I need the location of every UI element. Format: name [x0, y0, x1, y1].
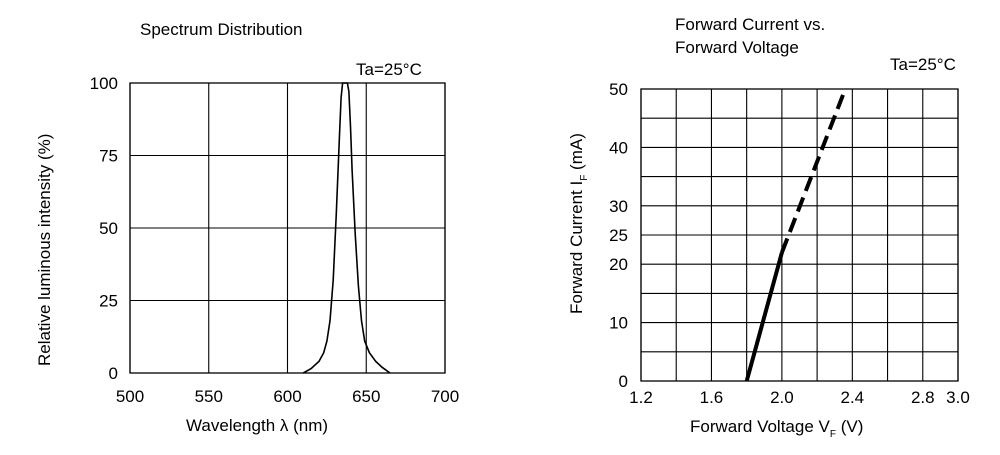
iv-y-ticks: 0 10 20 25 30 40 50: [609, 80, 628, 391]
iv-x-tick-label: 2.8: [911, 388, 935, 407]
spectrum-plot-frame: [129, 82, 446, 374]
iv-y-axis-label-subscript: F: [579, 175, 590, 181]
iv-x-axis-label-subscript: F: [830, 429, 836, 440]
iv-chart-annotation: Ta=25°C: [890, 55, 956, 74]
spectrum-x-axis-label: Wavelength λ (nm): [186, 416, 328, 435]
spectrum-y-tick-label: 100: [90, 74, 118, 93]
iv-chart-title-line-1: Forward Current vs.: [675, 15, 825, 34]
iv-x-ticks: 1.2 1.6 2.0 2.4 2.8 3.0: [629, 388, 970, 407]
spectrum-x-ticks: 500 550 600 650 700: [116, 387, 459, 406]
iv-y-tick-label: 25: [609, 226, 628, 245]
iv-series-solid-line: [744, 251, 784, 382]
spectrum-x-tick-label: 650: [352, 387, 380, 406]
iv-chart-title-line-2: Forward Voltage: [675, 38, 799, 57]
iv-x-tick-label: 2.0: [770, 388, 794, 407]
spectrum-y-tick-label: 0: [109, 364, 118, 383]
iv-chart: Forward Current vs. Forward Voltage Ta=2…: [567, 15, 970, 440]
iv-x-axis-label: Forward Voltage VF (V): [690, 417, 863, 440]
iv-y-tick-label: 40: [609, 138, 628, 157]
spectrum-chart-title: Spectrum Distribution: [140, 20, 303, 39]
spectrum-grid: [129, 82, 446, 374]
spectrum-x-tick-label: 600: [273, 387, 301, 406]
spectrum-y-ticks: 0 25 50 75 100: [90, 74, 118, 383]
iv-x-axis-label-main: Forward Voltage V: [690, 417, 831, 436]
iv-y-axis-label-main: Forward Current I: [567, 181, 586, 314]
iv-y-tick-label: 20: [609, 255, 628, 274]
iv-x-tick-label: 3.0: [946, 388, 970, 407]
spectrum-y-axis-label: Relative luminous intensity (%): [35, 134, 54, 366]
spectrum-chart-annotation: Ta=25°C: [356, 60, 422, 79]
spectrum-x-tick-label: 700: [431, 387, 459, 406]
spectrum-chart: Spectrum Distribution Ta=25°C 500 550 600 6…: [35, 20, 459, 435]
iv-series: [744, 88, 848, 382]
iv-y-tick-label: 10: [609, 314, 628, 333]
spectrum-x-tick-label: 500: [116, 387, 144, 406]
iv-x-axis-label-unit: (V): [836, 417, 863, 436]
iv-grid: [640, 88, 959, 382]
iv-y-tick-label: 0: [619, 372, 628, 391]
iv-y-axis-label: Forward Current IF (mA): [567, 133, 590, 314]
iv-y-tick-label: 30: [609, 197, 628, 216]
iv-y-tick-label: 50: [609, 80, 628, 99]
spectrum-y-tick-label: 25: [99, 292, 118, 311]
spectrum-y-tick-label: 75: [99, 147, 118, 166]
iv-x-tick-label: 1.6: [700, 388, 724, 407]
spectrum-x-tick-label: 550: [195, 387, 223, 406]
iv-plot-frame: [640, 88, 959, 382]
iv-x-tick-label: 1.2: [629, 388, 653, 407]
spectrum-y-tick-label: 50: [99, 219, 118, 238]
iv-series-dashed-line: [780, 88, 848, 254]
iv-y-axis-label-unit: (mA): [567, 133, 586, 175]
iv-x-tick-label: 2.4: [841, 388, 865, 407]
